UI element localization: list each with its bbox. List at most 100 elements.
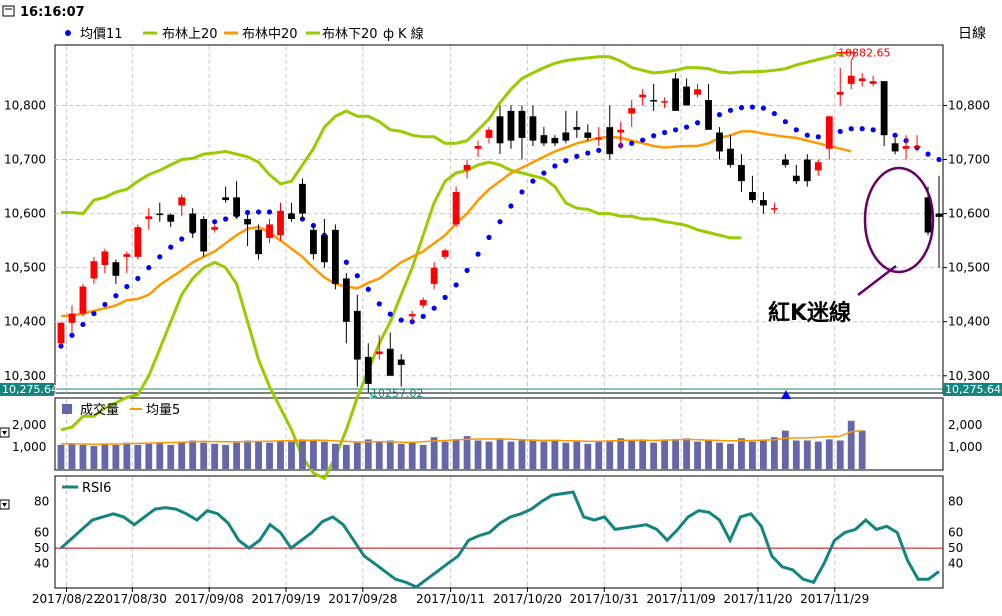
volume-bar xyxy=(452,439,460,469)
candle-body xyxy=(825,116,833,149)
current-price-tag-left xyxy=(0,382,54,396)
ma11-dots xyxy=(58,104,942,349)
ma11-dot xyxy=(376,301,382,307)
candle-body xyxy=(727,148,734,165)
volume-bar xyxy=(463,436,471,469)
candle-body xyxy=(606,127,614,155)
volume-bar xyxy=(617,438,625,469)
volume-bar xyxy=(639,439,647,469)
candle xyxy=(101,248,109,274)
volume-legend: 成交量 均量5 xyxy=(62,402,180,418)
candle-body xyxy=(770,208,778,210)
volume-bar xyxy=(320,441,328,469)
ma11-dot xyxy=(651,133,657,139)
candle xyxy=(452,186,460,228)
ma11-dot xyxy=(760,105,767,111)
candle-body xyxy=(716,132,723,152)
date-tick-label: 2017/09/19 xyxy=(251,592,320,606)
candle-body xyxy=(880,81,888,136)
candle xyxy=(814,159,822,176)
volume-bar xyxy=(770,437,778,469)
candle xyxy=(694,83,701,98)
price-tick-label: 10,400 xyxy=(948,315,990,329)
volume-bar xyxy=(211,443,219,469)
candle-body xyxy=(463,164,471,171)
legend-k-icon: ф xyxy=(383,27,394,42)
candle xyxy=(364,343,372,392)
candle-body xyxy=(189,213,197,233)
candle-body xyxy=(266,224,273,238)
price-tick-label: 10,600 xyxy=(948,207,990,221)
volume-bar xyxy=(518,440,526,469)
rsi-legend: RSI6 xyxy=(62,481,111,496)
ma11-dot xyxy=(223,216,229,222)
rsi6-line xyxy=(59,490,940,589)
candle xyxy=(935,175,943,268)
candle xyxy=(299,178,306,219)
volume-bar xyxy=(836,440,844,469)
ma11-dot xyxy=(563,158,569,164)
candle-body xyxy=(167,214,175,222)
candle xyxy=(606,105,614,160)
volume-bar xyxy=(310,440,317,469)
ma11-dot xyxy=(848,126,854,132)
legend: 均價11 布林上20 布林中20 布林下20 ф K 線 xyxy=(65,26,424,42)
volume-legend-marker xyxy=(62,404,72,414)
ma11-dot xyxy=(486,234,492,240)
low-price-label: 10257.02 xyxy=(371,387,424,400)
volume-bar xyxy=(331,443,339,469)
candle xyxy=(902,135,910,160)
ma11-dot xyxy=(398,317,404,323)
rsi-tick-label: 40 xyxy=(34,557,49,571)
volume-bar xyxy=(595,441,603,469)
candle-body xyxy=(562,132,570,141)
volume-bar xyxy=(156,442,164,469)
candle-body xyxy=(277,210,284,236)
volume-bar xyxy=(112,444,120,469)
candle-body xyxy=(178,197,186,206)
candle-body xyxy=(683,86,690,106)
candle xyxy=(353,294,361,387)
volume-bar xyxy=(266,442,273,469)
candle-body xyxy=(123,254,131,257)
ma11-dot xyxy=(102,301,108,308)
volume-bar xyxy=(200,442,208,469)
legend-ma-label: 均價11 xyxy=(80,27,123,42)
volume-bar xyxy=(408,442,416,469)
volume-bar xyxy=(650,442,658,469)
candle-body xyxy=(474,146,482,149)
ma11-dot xyxy=(815,134,821,140)
candle-body xyxy=(397,359,405,365)
price-tick-label: 10,700 xyxy=(948,153,990,167)
ma11-dot xyxy=(574,153,580,159)
volume-ma-line xyxy=(61,429,863,445)
candle-body xyxy=(222,197,230,201)
candle-body xyxy=(430,267,438,284)
volume-bar xyxy=(178,441,186,469)
ma11-dot xyxy=(673,127,679,133)
price-tick-label: 10,800 xyxy=(4,98,46,112)
candle xyxy=(858,73,866,87)
candle-body xyxy=(781,159,789,165)
ma11-dot xyxy=(552,163,558,169)
volume-bar xyxy=(134,444,142,469)
candle-body xyxy=(507,110,515,141)
ma11-dot xyxy=(727,107,734,113)
candle xyxy=(496,105,504,155)
clock-time: 16:16:07 xyxy=(20,5,85,20)
candle-body xyxy=(639,94,647,98)
candle-body xyxy=(650,100,658,102)
volume-tick-label: 2,000 xyxy=(12,418,46,432)
volume-bar xyxy=(375,441,383,469)
ma11-dot xyxy=(541,170,547,176)
volume-bar xyxy=(485,441,493,469)
ma11-dot xyxy=(585,150,591,156)
window-icon[interactable] xyxy=(2,5,15,17)
ma11-dot xyxy=(113,293,119,299)
candle-body xyxy=(408,314,416,317)
candle-body xyxy=(485,129,493,138)
rsi-panel xyxy=(54,475,944,589)
candle xyxy=(705,83,712,130)
candle xyxy=(650,83,658,111)
date-tick-label: 2017/09/08 xyxy=(175,592,244,606)
